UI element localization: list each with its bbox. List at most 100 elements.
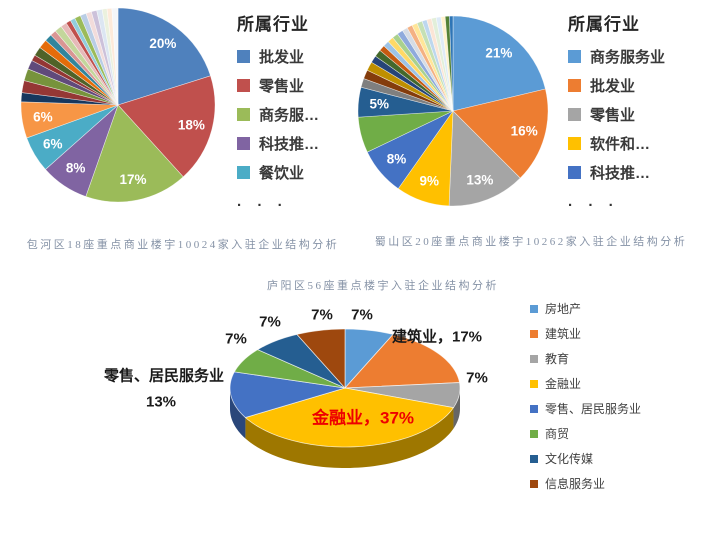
legend-swatch	[530, 429, 538, 438]
legend-ellipsis: . . .	[237, 193, 288, 210]
legend-item: 信息服务业	[530, 471, 641, 496]
legend-label: 文化传媒	[545, 452, 594, 466]
legend-item: 软件和…	[568, 129, 665, 158]
legend-swatch	[237, 108, 250, 121]
caption-baohe: 包河区18座重点商业楼宇10024家入驻企业结构分析	[26, 239, 340, 251]
pie-chart-baohe: 20%18%17%8%6%6%	[20, 7, 216, 203]
legend-swatch	[237, 166, 250, 179]
slice-percent-label: 8%	[66, 161, 86, 176]
pie3d-slice	[256, 333, 346, 389]
legend-label: 商务服务业	[590, 49, 666, 66]
pie3d-data-label: 零售、居民服务业	[103, 367, 225, 385]
legend-label: 餐饮业	[259, 165, 305, 182]
legend-swatch	[530, 479, 538, 488]
legend-swatch	[568, 137, 581, 150]
legend-label: 金融业	[545, 377, 582, 391]
pie3d-slice	[229, 371, 346, 418]
legend-item: 金融业	[530, 371, 641, 396]
legend-swatch	[568, 108, 581, 121]
legend-item: 商务服…	[237, 100, 319, 129]
legend-title: 所属行业	[568, 15, 640, 34]
legend-shushan: 所属行业 商务服务业批发业零售业软件和… 科技推… . . .	[568, 10, 665, 210]
legend-label: 信息服务业	[545, 477, 606, 491]
legend-label: 科技推…	[259, 136, 320, 153]
legend-item: 文化传媒	[530, 446, 641, 471]
slice-percent-label: 16%	[511, 124, 538, 139]
legend-item: 科技推…	[568, 158, 665, 187]
legend-items: 房地产建筑业教育金融业零售、居民服务业 商贸文化传媒信息服务业	[530, 296, 641, 496]
legend-label: 零售、居民服务业	[545, 402, 642, 416]
pie-slice	[452, 15, 546, 112]
slice-percent-label: 6%	[43, 136, 63, 151]
slice-percent-label: 8%	[387, 151, 407, 166]
legend-item: 餐饮业	[237, 158, 319, 187]
legend-ellipsis: . . .	[568, 193, 619, 210]
slice-percent-label: 18%	[178, 117, 205, 132]
slice-percent-label: 9%	[419, 174, 439, 189]
legend-swatch	[530, 354, 538, 363]
legend-items: 批发业零售业商务服… 科技推… 餐饮业	[237, 42, 319, 187]
legend-swatch	[568, 79, 581, 92]
legend-item: 商务服务业	[568, 42, 665, 71]
legend-label: 零售业	[590, 107, 636, 124]
slice-percent-label: 20%	[149, 36, 176, 51]
pie-chart-shushan: 21% 16% 13% 9% 8% 5%	[357, 15, 549, 207]
pie3d-slice	[296, 328, 346, 390]
legend-label: 软件和…	[590, 136, 651, 153]
legend-swatch	[568, 166, 581, 179]
legend-swatch	[530, 329, 538, 338]
legend-item: 房地产	[530, 296, 641, 321]
pie3d-slice	[244, 387, 455, 448]
pie-slice	[452, 88, 549, 179]
legend-item: 商贸	[530, 421, 641, 446]
pie-slice	[449, 15, 454, 112]
slice-percent-label: 6%	[33, 109, 53, 124]
legend-label: 零售业	[259, 78, 305, 95]
pie-slice	[85, 104, 184, 203]
legend-swatch	[237, 79, 250, 92]
legend-item: 零售业	[237, 71, 319, 100]
pie3d-slice	[344, 333, 461, 389]
legend-label: 商贸	[545, 427, 570, 441]
legend-item: 零售业	[568, 100, 665, 129]
legend-label: 房地产	[545, 302, 582, 316]
pie3d-side	[245, 407, 454, 468]
legend-item: 批发业	[568, 71, 665, 100]
legend-label: 批发业	[590, 78, 636, 95]
legend-swatch	[530, 379, 538, 388]
legend-luyang: 房地产建筑业教育金融业零售、居民服务业 商贸文化传媒信息服务业	[530, 296, 641, 496]
pie3d-slice	[344, 328, 394, 390]
slice-percent-label: 5%	[370, 97, 390, 112]
legend-label: 商务服…	[259, 107, 320, 124]
legend-swatch	[568, 50, 581, 63]
slice-percent-label: 21%	[485, 45, 512, 60]
legend-item: 建筑业	[530, 321, 641, 346]
legend-label: 科技推…	[590, 165, 651, 182]
pie3d-slice	[344, 382, 461, 409]
caption-shushan: 蜀山区20座重点商业楼宇10262家入驻企业结构分析	[374, 236, 688, 248]
slice-percent-label: 13%	[466, 172, 493, 187]
slice-percent-label: 17%	[119, 172, 146, 187]
legend-label: 教育	[545, 352, 570, 366]
legend-swatch	[530, 454, 538, 463]
legend-swatch	[530, 404, 538, 413]
legend-item: 批发业	[237, 42, 319, 71]
legend-title: 所属行业	[237, 15, 309, 34]
pie-slice	[111, 7, 119, 106]
pie-slice	[117, 7, 211, 106]
legend-item: 教育	[530, 346, 641, 371]
legend-swatch	[237, 137, 250, 150]
chart-title-luyang: 庐阳区56座重点楼宇入驻企业结构分析	[267, 280, 499, 292]
pie3d-data-label: 13%	[145, 393, 177, 411]
legend-item: 科技推…	[237, 129, 319, 158]
legend-item: 零售、居民服务业	[530, 396, 641, 421]
pie-slice	[117, 75, 216, 178]
pie3d-slice	[233, 349, 346, 389]
pie3d-chart-luyang	[229, 328, 461, 468]
legend-label: 批发业	[259, 49, 305, 66]
legend-label: 建筑业	[545, 327, 582, 341]
legend-baohe: 所属行业 批发业零售业商务服… 科技推… 餐饮业 . . .	[237, 10, 319, 210]
pie-slice	[448, 110, 521, 207]
legend-swatch	[237, 50, 250, 63]
